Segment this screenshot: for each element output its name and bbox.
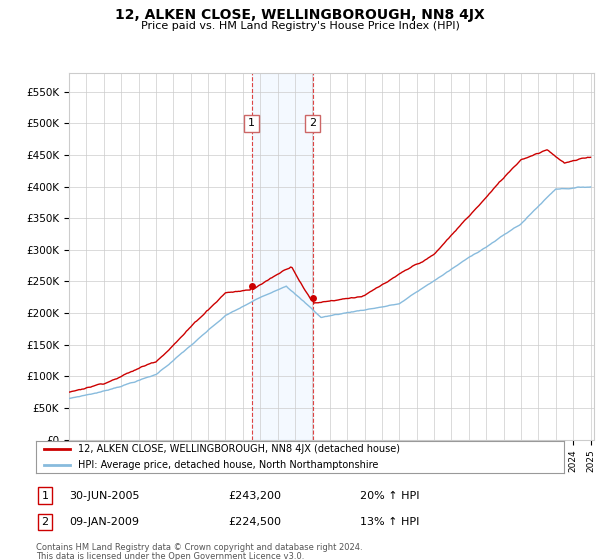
Text: Price paid vs. HM Land Registry's House Price Index (HPI): Price paid vs. HM Land Registry's House … [140,21,460,31]
Text: 1: 1 [248,118,255,128]
Text: 2: 2 [310,118,316,128]
Text: This data is licensed under the Open Government Licence v3.0.: This data is licensed under the Open Gov… [36,552,304,560]
Text: 12, ALKEN CLOSE, WELLINGBOROUGH, NN8 4JX: 12, ALKEN CLOSE, WELLINGBOROUGH, NN8 4JX [115,8,485,22]
Text: 12, ALKEN CLOSE, WELLINGBOROUGH, NN8 4JX (detached house): 12, ALKEN CLOSE, WELLINGBOROUGH, NN8 4JX… [78,444,400,454]
Bar [251,73,313,440]
Text: Contains HM Land Registry data © Crown copyright and database right 2024.: Contains HM Land Registry data © Crown c… [36,543,362,552]
Text: 20% ↑ HPI: 20% ↑ HPI [360,491,419,501]
Text: £224,500: £224,500 [228,517,281,527]
Text: HPI: Average price, detached house, North Northamptonshire: HPI: Average price, detached house, Nort… [78,460,379,470]
Text: 1: 1 [41,491,49,501]
Text: 2: 2 [41,517,49,527]
Text: 30-JUN-2005: 30-JUN-2005 [69,491,139,501]
Text: 09-JAN-2009: 09-JAN-2009 [69,517,139,527]
Text: 13% ↑ HPI: 13% ↑ HPI [360,517,419,527]
Text: £243,200: £243,200 [228,491,281,501]
